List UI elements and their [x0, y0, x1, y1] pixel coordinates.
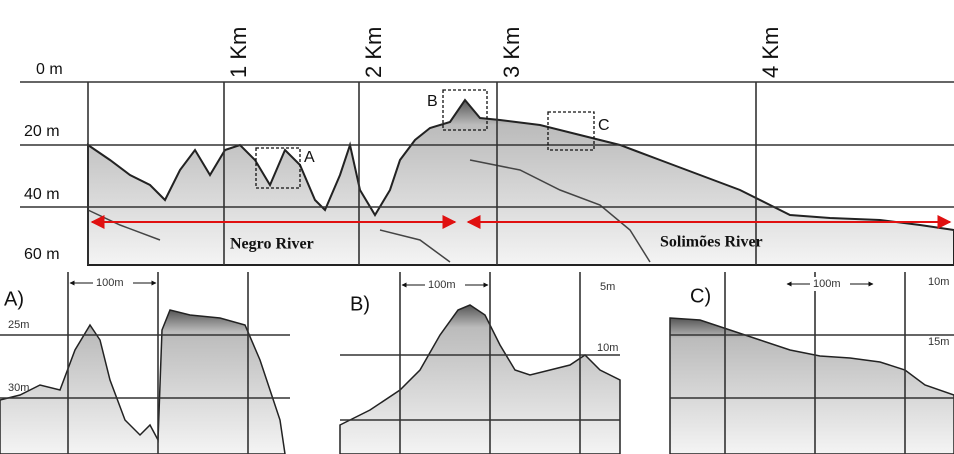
panel-c: 100m C) 10m 15m: [670, 272, 954, 454]
depth-label: 25m: [8, 319, 29, 331]
panel-label: C): [690, 285, 711, 307]
distance-label: 1 Km: [226, 27, 251, 78]
echogram: [88, 100, 954, 265]
depth-label: 10m: [597, 342, 618, 354]
depth-label: 15m: [928, 336, 949, 348]
distance-label: 4 Km: [758, 27, 783, 78]
depth-label: 10m: [928, 276, 949, 288]
depth-label: 60 m: [24, 246, 60, 263]
depth-label: 40 m: [24, 186, 60, 203]
distance-label: 3 Km: [499, 27, 524, 78]
echogram: [0, 310, 285, 454]
scale-label: 100m: [813, 278, 841, 290]
depth-label: 20 m: [24, 123, 60, 140]
panel-a: 100m A) 25m 30m: [0, 272, 290, 454]
river-label: Solimões River: [660, 234, 763, 251]
box-label: B: [427, 93, 438, 110]
scale-label: 100m: [428, 279, 456, 291]
figure: 0 m 20 m 40 m 60 m 1 Km 2 Km 3 Km 4 Km A…: [0, 0, 954, 454]
scale-label: 100m: [96, 277, 124, 289]
box-label: C: [598, 117, 610, 134]
depth-label: 0 m: [36, 61, 63, 78]
distance-label: 2 Km: [361, 27, 386, 78]
echogram: [670, 318, 954, 454]
depth-label: 30m: [8, 382, 29, 394]
depth-label: 5m: [600, 281, 615, 293]
panel-b: 100m B) 5m 10m: [340, 272, 620, 454]
echogram: [340, 305, 620, 454]
box-label: A: [304, 149, 315, 166]
panel-label: A): [4, 288, 24, 310]
river-label: Negro River: [230, 236, 314, 253]
panel-label: B): [350, 293, 370, 315]
